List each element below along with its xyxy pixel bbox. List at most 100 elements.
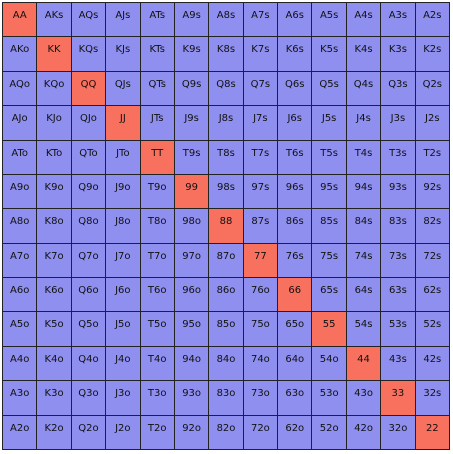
hand-cell[interactable]: 93o: [174, 381, 210, 416]
hand-cell[interactable]: JTo: [106, 140, 141, 175]
hand-cell[interactable]: K4o: [37, 346, 72, 382]
hand-cell[interactable]: ATs: [140, 3, 175, 38]
hand-cell-pair[interactable]: TT: [140, 140, 175, 175]
hand-cell[interactable]: 98o: [174, 209, 210, 244]
hand-cell[interactable]: K6o: [37, 278, 72, 313]
hand-cell[interactable]: 97s: [243, 174, 279, 210]
hand-cell[interactable]: 42o: [346, 415, 382, 450]
hand-cell[interactable]: T8s: [209, 140, 244, 175]
hand-cell[interactable]: J6o: [106, 278, 141, 313]
hand-cell[interactable]: 54s: [346, 312, 382, 347]
hand-cell[interactable]: Q9s: [174, 71, 210, 107]
hand-cell[interactable]: T5s: [312, 140, 347, 175]
hand-cell[interactable]: A5s: [312, 3, 347, 38]
hand-cell[interactable]: 63s: [381, 278, 416, 313]
hand-cell-pair[interactable]: QQ: [71, 71, 107, 107]
hand-cell[interactable]: 43o: [346, 381, 382, 416]
hand-cell-pair[interactable]: JJ: [106, 106, 141, 141]
hand-cell[interactable]: 64s: [346, 278, 382, 313]
hand-cell[interactable]: J3o: [106, 381, 141, 416]
hand-cell[interactable]: T3s: [381, 140, 416, 175]
hand-cell[interactable]: K7s: [243, 37, 279, 72]
hand-cell[interactable]: AQo: [3, 71, 38, 107]
hand-cell-pair[interactable]: KK: [37, 37, 72, 72]
hand-cell[interactable]: T4s: [346, 140, 382, 175]
hand-cell[interactable]: 96o: [174, 278, 210, 313]
hand-cell[interactable]: T5o: [140, 312, 175, 347]
hand-cell[interactable]: J8o: [106, 209, 141, 244]
hand-cell[interactable]: AKs: [37, 3, 72, 38]
hand-cell[interactable]: T9o: [140, 174, 175, 210]
hand-cell[interactable]: 74s: [346, 243, 382, 279]
hand-cell[interactable]: A2s: [415, 3, 450, 38]
hand-cell[interactable]: A6o: [3, 278, 38, 313]
hand-cell[interactable]: Q4s: [346, 71, 382, 107]
hand-cell[interactable]: QTo: [71, 140, 107, 175]
hand-cell[interactable]: Q2s: [415, 71, 450, 107]
hand-cell[interactable]: 53o: [312, 381, 347, 416]
hand-cell-pair[interactable]: 22: [415, 415, 450, 450]
hand-cell[interactable]: K9o: [37, 174, 72, 210]
hand-cell[interactable]: 75s: [312, 243, 347, 279]
hand-cell[interactable]: 62o: [278, 415, 313, 450]
hand-cell[interactable]: JTs: [140, 106, 175, 141]
hand-cell[interactable]: T7o: [140, 243, 175, 279]
hand-cell[interactable]: 83o: [209, 381, 244, 416]
hand-cell[interactable]: 52o: [312, 415, 347, 450]
hand-cell[interactable]: J4s: [346, 106, 382, 141]
hand-cell[interactable]: KTs: [140, 37, 175, 72]
hand-cell[interactable]: J9s: [174, 106, 210, 141]
hand-cell[interactable]: 43s: [381, 346, 416, 382]
hand-cell[interactable]: T2o: [140, 415, 175, 450]
hand-cell[interactable]: KJo: [37, 106, 72, 141]
hand-cell[interactable]: 97o: [174, 243, 210, 279]
hand-cell[interactable]: 87s: [243, 209, 279, 244]
hand-cell[interactable]: 82s: [415, 209, 450, 244]
hand-cell[interactable]: A7s: [243, 3, 279, 38]
hand-cell[interactable]: Q8s: [209, 71, 244, 107]
hand-cell[interactable]: A6s: [278, 3, 313, 38]
hand-cell[interactable]: 82o: [209, 415, 244, 450]
hand-cell[interactable]: 94o: [174, 346, 210, 382]
hand-cell[interactable]: Q7o: [71, 243, 107, 279]
hand-cell[interactable]: 75o: [243, 312, 279, 347]
hand-cell[interactable]: 94s: [346, 174, 382, 210]
hand-cell[interactable]: 96s: [278, 174, 313, 210]
hand-cell[interactable]: 86s: [278, 209, 313, 244]
hand-cell[interactable]: ATo: [3, 140, 38, 175]
hand-cell[interactable]: QTs: [140, 71, 175, 107]
hand-cell-pair[interactable]: 88: [209, 209, 244, 244]
hand-cell[interactable]: 84o: [209, 346, 244, 382]
hand-cell[interactable]: 83s: [381, 209, 416, 244]
hand-cell-pair[interactable]: 66: [278, 278, 313, 313]
hand-cell[interactable]: 95o: [174, 312, 210, 347]
hand-cell[interactable]: T3o: [140, 381, 175, 416]
hand-cell[interactable]: K6s: [278, 37, 313, 72]
hand-cell[interactable]: J4o: [106, 346, 141, 382]
hand-cell[interactable]: Q4o: [71, 346, 107, 382]
hand-cell[interactable]: 63o: [278, 381, 313, 416]
hand-cell[interactable]: J8s: [209, 106, 244, 141]
hand-cell[interactable]: 92s: [415, 174, 450, 210]
hand-cell[interactable]: 64o: [278, 346, 313, 382]
hand-cell-pair[interactable]: 44: [346, 346, 382, 382]
hand-cell[interactable]: 72o: [243, 415, 279, 450]
hand-cell[interactable]: A3s: [381, 3, 416, 38]
hand-cell[interactable]: QJs: [106, 71, 141, 107]
hand-cell[interactable]: 65o: [278, 312, 313, 347]
hand-cell[interactable]: K3o: [37, 381, 72, 416]
hand-cell[interactable]: A4o: [3, 346, 38, 382]
hand-cell[interactable]: 74o: [243, 346, 279, 382]
hand-cell[interactable]: Q6o: [71, 278, 107, 313]
hand-cell-pair[interactable]: 77: [243, 243, 279, 279]
hand-cell[interactable]: 84s: [346, 209, 382, 244]
hand-cell[interactable]: K8s: [209, 37, 244, 72]
hand-cell[interactable]: 93s: [381, 174, 416, 210]
hand-cell[interactable]: A9o: [3, 174, 38, 210]
hand-cell[interactable]: A4s: [346, 3, 382, 38]
hand-cell[interactable]: 85s: [312, 209, 347, 244]
hand-cell[interactable]: 87o: [209, 243, 244, 279]
hand-cell[interactable]: 73s: [381, 243, 416, 279]
hand-cell[interactable]: T7s: [243, 140, 279, 175]
hand-cell[interactable]: 92o: [174, 415, 210, 450]
